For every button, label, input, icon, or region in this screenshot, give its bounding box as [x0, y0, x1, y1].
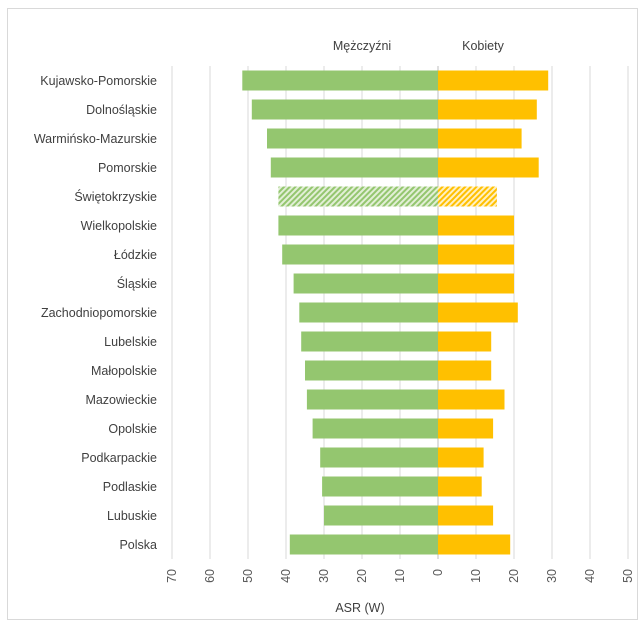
bar-women [438, 99, 537, 120]
bar-men [324, 505, 438, 526]
x-tick-label: 20 [355, 569, 369, 583]
bar-men [293, 273, 438, 294]
category-label: Opolskie [108, 422, 157, 436]
category-label: Podkarpackie [81, 451, 157, 465]
category-label: Świętokrzyskie [74, 189, 157, 204]
bar-men [305, 360, 438, 381]
x-tick-label: 70 [165, 569, 179, 583]
x-tick-label: 0 [431, 569, 445, 576]
category-label: Warmińsko-Mazurskie [34, 132, 157, 146]
category-label: Małopolskie [91, 364, 157, 378]
bar-women [438, 505, 494, 526]
bar-women [438, 157, 539, 178]
x-tick-label: 40 [279, 569, 293, 583]
bar-men [301, 331, 438, 352]
bar-women [438, 389, 505, 410]
bar-women [438, 302, 518, 323]
bar-men [270, 157, 438, 178]
bar-men [242, 70, 438, 91]
category-label: Łódzkie [114, 248, 157, 262]
x-tick-label: 50 [621, 569, 635, 583]
x-axis-title: ASR (W) [335, 601, 384, 615]
bar-men [278, 186, 438, 207]
bar-men [322, 476, 438, 497]
bar-men [299, 302, 438, 323]
x-tick-label: 30 [317, 569, 331, 583]
bar-men [306, 389, 438, 410]
bar-men [282, 244, 438, 265]
category-labels: Kujawsko-Pomorskie Dolnośląskie Warmińsko-… [34, 74, 157, 552]
x-tick-label: 60 [203, 569, 217, 583]
legend-women: Kobiety [462, 39, 504, 53]
bar-women [438, 447, 484, 468]
x-tick-label: 10 [393, 569, 407, 583]
bar-women [438, 331, 492, 352]
bar-men [278, 215, 438, 236]
category-label: Śląskie [117, 276, 157, 291]
x-tick-label: 50 [241, 569, 255, 583]
bar-women [438, 70, 549, 91]
category-label: Polska [119, 538, 157, 552]
bar-men [251, 99, 438, 120]
bar-men [312, 418, 438, 439]
bar-men [289, 534, 438, 555]
bar-men [320, 447, 438, 468]
bar-women [438, 360, 492, 381]
legend-men: Mężczyźni [333, 39, 391, 53]
category-label: Wielkopolskie [81, 219, 157, 233]
category-label: Kujawsko-Pomorskie [40, 74, 157, 88]
bar-women [438, 215, 514, 236]
bar-women [438, 418, 494, 439]
category-label: Dolnośląskie [86, 103, 157, 117]
bars [242, 70, 549, 555]
category-label: Podlaskie [103, 480, 157, 494]
category-label: Lubelskie [104, 335, 157, 349]
x-tick-label: 10 [469, 569, 483, 583]
category-label: Pomorskie [98, 161, 157, 175]
bar-men [267, 128, 438, 149]
category-label: Mazowieckie [85, 393, 157, 407]
bar-women [438, 273, 514, 294]
bar-women [438, 534, 511, 555]
x-tick-label: 30 [545, 569, 559, 583]
category-label: Zachodniopomorskie [41, 306, 157, 320]
x-tick-label: 40 [583, 569, 597, 583]
bar-women [438, 244, 514, 265]
x-tick-labels: 70 60 50 40 30 20 10 0 10 20 30 40 50 [165, 569, 635, 583]
bar-women [438, 186, 497, 207]
category-label: Lubuskie [107, 509, 157, 523]
bar-women [438, 128, 522, 149]
x-tick-label: 20 [507, 569, 521, 583]
bar-women [438, 476, 482, 497]
